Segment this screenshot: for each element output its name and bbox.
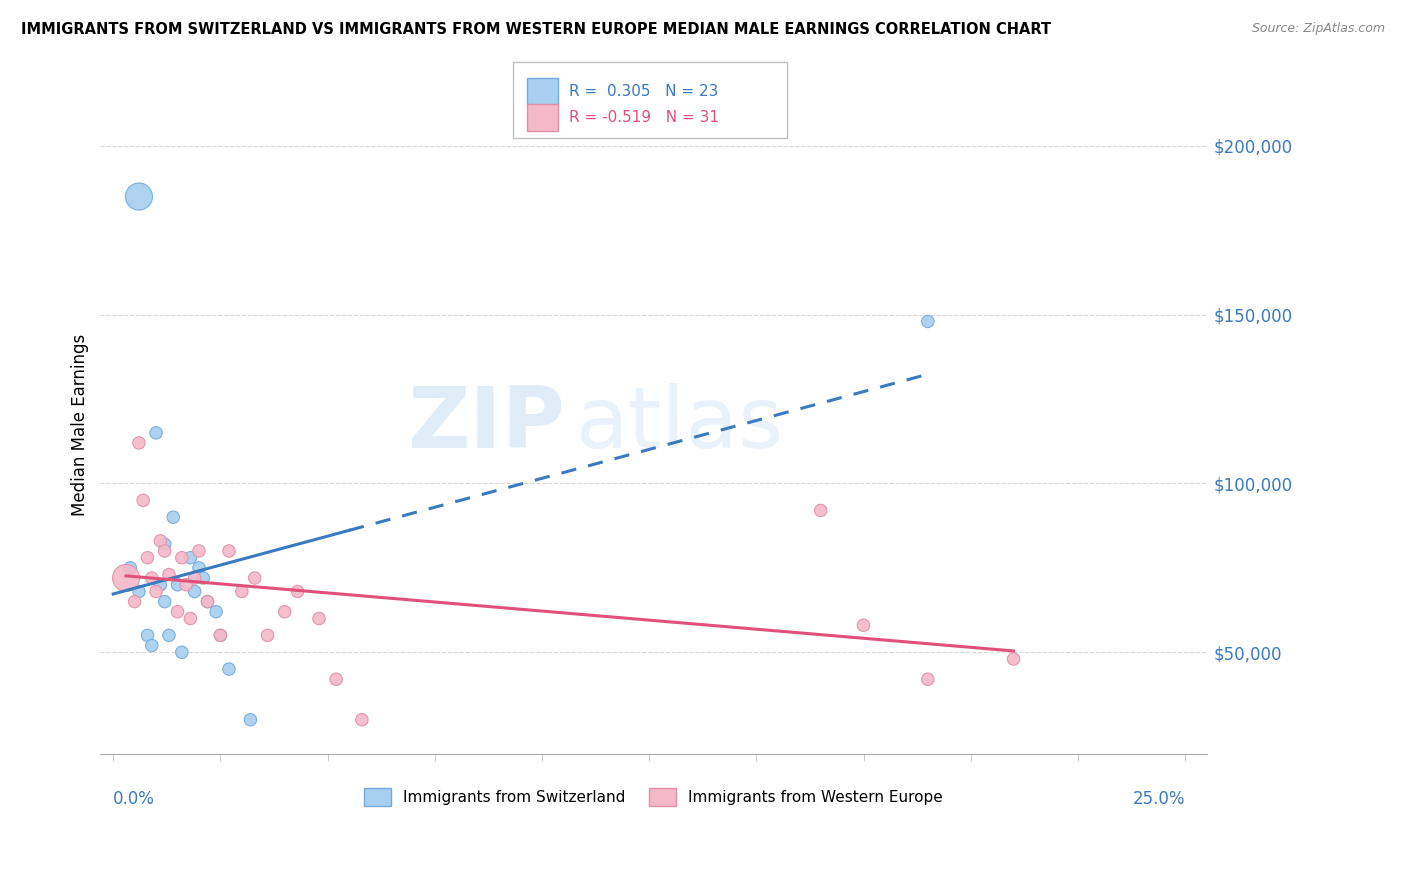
Point (287, 584, 309, 599)
Point (153, 537, 176, 551)
Point (917, 672, 939, 686)
Text: Source: ZipAtlas.com: Source: ZipAtlas.com (1251, 22, 1385, 36)
Point (188, 561, 211, 575)
Text: ZIP: ZIP (408, 383, 565, 466)
Text: R =  0.305   N = 23: R = 0.305 N = 23 (569, 85, 718, 99)
Point (917, 314, 939, 328)
Point (157, 567, 180, 582)
Point (218, 544, 240, 558)
Text: R = -0.519   N = 31: R = -0.519 N = 31 (569, 111, 720, 125)
Text: 0.0%: 0.0% (114, 789, 155, 808)
Point (218, 662, 240, 676)
Point (243, 571, 266, 585)
Point (145, 584, 167, 599)
Point (128, 436, 150, 450)
Point (209, 628, 232, 642)
Point (136, 628, 159, 642)
Point (179, 550, 201, 565)
Point (149, 533, 172, 548)
Point (128, 584, 150, 599)
Point (124, 594, 146, 608)
Point (308, 611, 330, 625)
Point (325, 672, 347, 686)
Point (162, 510, 184, 524)
Point (1002, 652, 1025, 666)
Point (170, 645, 193, 659)
Point (852, 618, 875, 632)
Point (183, 571, 205, 585)
Point (183, 584, 205, 599)
Point (197, 594, 219, 608)
Point (174, 578, 197, 592)
Point (350, 713, 373, 727)
Y-axis label: Median Male Earnings: Median Male Earnings (72, 334, 89, 516)
Point (166, 578, 188, 592)
Point (256, 628, 278, 642)
Point (128, 189, 150, 203)
Point (810, 503, 832, 517)
Point (193, 571, 215, 585)
Point (179, 611, 201, 625)
Text: 25.0%: 25.0% (1133, 789, 1185, 808)
Point (145, 425, 167, 440)
Point (149, 578, 172, 592)
Point (132, 493, 155, 508)
Point (153, 594, 176, 608)
Point (141, 639, 163, 653)
Point (157, 628, 180, 642)
Text: IMMIGRANTS FROM SWITZERLAND VS IMMIGRANTS FROM WESTERN EUROPE MEDIAN MALE EARNIN: IMMIGRANTS FROM SWITZERLAND VS IMMIGRANT… (21, 22, 1052, 37)
Point (115, 571, 138, 585)
Point (231, 584, 253, 599)
Legend: Immigrants from Switzerland, Immigrants from Western Europe: Immigrants from Switzerland, Immigrants … (357, 781, 949, 812)
Point (170, 550, 193, 565)
Point (239, 713, 262, 727)
Point (141, 571, 163, 585)
Point (209, 628, 232, 642)
Point (188, 544, 211, 558)
Point (166, 605, 188, 619)
Point (120, 561, 142, 575)
Text: atlas: atlas (576, 383, 785, 466)
Point (273, 605, 295, 619)
Point (205, 605, 228, 619)
Point (153, 544, 176, 558)
Point (197, 594, 219, 608)
Point (136, 550, 159, 565)
